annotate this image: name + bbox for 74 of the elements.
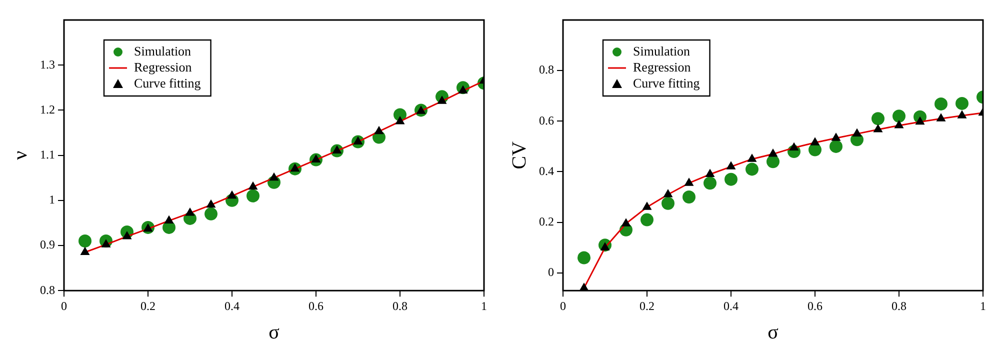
point — [726, 162, 736, 170]
legend-label: Curve fitting — [633, 75, 700, 90]
point — [894, 120, 904, 128]
x-tick-label: 0.6 — [308, 298, 324, 313]
point — [956, 96, 968, 110]
point — [684, 178, 694, 186]
x-tick-label: 0 — [61, 298, 67, 313]
x-tick-label: 1 — [980, 298, 986, 313]
point — [766, 155, 780, 168]
point — [768, 149, 778, 157]
y-tick-label: 0.4 — [539, 164, 554, 178]
y-tick-label: 1.1 — [40, 147, 55, 162]
point — [830, 140, 842, 153]
legend-label: Curve fitting — [134, 75, 202, 90]
point — [228, 190, 236, 199]
point — [936, 114, 946, 122]
point — [662, 196, 674, 210]
point — [374, 126, 384, 134]
point — [958, 110, 966, 118]
y-tick-label: 0.9 — [40, 238, 55, 252]
point — [852, 128, 862, 137]
point — [746, 162, 758, 176]
x-tick-label: 0.8 — [892, 298, 906, 313]
y-tick-label: 0.8 — [539, 62, 554, 77]
point — [270, 172, 278, 181]
x-tick-label: 0.4 — [224, 298, 240, 313]
point — [78, 234, 92, 248]
y-tick-label: 1 — [49, 192, 55, 207]
y-axis-title: ν — [9, 150, 32, 160]
x-tick-label: 0.4 — [724, 298, 738, 313]
point — [724, 172, 738, 186]
point — [248, 182, 258, 190]
point — [246, 189, 260, 202]
y-axis-title: CV — [508, 140, 530, 170]
point — [790, 142, 798, 150]
y-tick-label: 0.2 — [539, 214, 554, 228]
y-tick-label: 1.3 — [40, 57, 55, 72]
point — [664, 190, 672, 198]
point — [934, 97, 948, 110]
point — [892, 110, 906, 123]
point — [396, 116, 404, 124]
point — [640, 213, 654, 226]
x-axis-title: σ — [768, 321, 779, 344]
x-tick-label: 0.8 — [392, 298, 408, 313]
y-tick-label: 0.8 — [40, 282, 55, 297]
point — [642, 202, 652, 210]
point — [204, 207, 218, 220]
x-tick-label: 0.2 — [140, 298, 156, 313]
x-tick-label: 0.6 — [808, 298, 822, 313]
x-axis-title: σ — [268, 321, 280, 344]
x-tick-label: 0 — [560, 298, 566, 313]
point — [874, 124, 882, 132]
point — [748, 154, 756, 162]
legend-label: Simulation — [134, 43, 192, 58]
point — [622, 218, 630, 226]
point — [206, 200, 216, 208]
legend-label: Simulation — [633, 43, 691, 58]
point — [578, 251, 590, 264]
x-tick-label: 1 — [481, 298, 487, 313]
legend-label: Regression — [134, 59, 192, 74]
point — [186, 208, 194, 216]
point — [832, 133, 840, 141]
point — [682, 190, 696, 204]
point — [80, 247, 90, 256]
x-tick-label: 0.2 — [640, 298, 654, 313]
legend-label: Regression — [633, 59, 692, 74]
point — [810, 138, 820, 146]
point — [872, 112, 884, 126]
point — [706, 169, 714, 178]
y-tick-label: 1.2 — [40, 102, 55, 116]
point — [164, 216, 174, 224]
y-tick-label: 0.6 — [539, 113, 554, 128]
y-tick-label: 0 — [548, 265, 554, 280]
point — [704, 176, 716, 190]
